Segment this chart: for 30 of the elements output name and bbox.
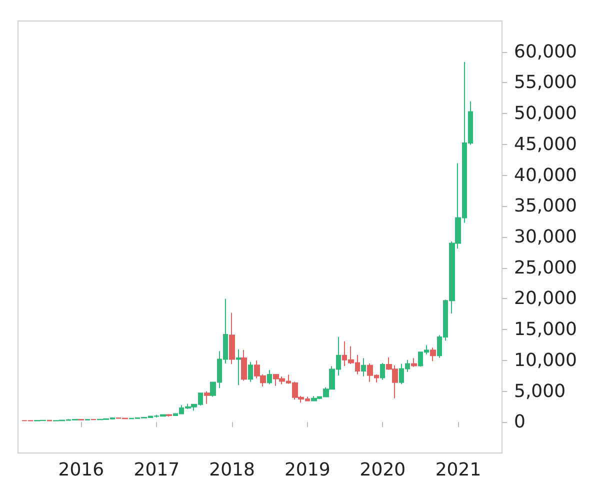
candlestick [361,358,366,377]
y-tick-label: 30,000 [514,226,577,248]
candlestick [204,390,210,404]
candlestick [166,414,172,418]
x-tick-label: 2020 [360,460,406,480]
y-tick-label: 20,000 [514,288,577,310]
x-tick-label: 2019 [284,460,330,480]
y-tick-label: 10,000 [514,350,577,371]
y-tick-label: 50,000 [514,103,577,124]
candlestick [236,348,241,386]
x-tick-label: 2016 [58,460,104,480]
y-tick-label: 60,000 [514,41,577,62]
y-tick-label: 45,000 [514,134,577,155]
y-tick-label: 15,000 [514,319,577,340]
y-tick-label: 5,000 [514,380,566,402]
y-tick-label: 40,000 [514,164,577,186]
y-tick-label: 35,000 [514,196,577,217]
candlestick [411,358,417,368]
candlestick [430,347,436,362]
candlestick [241,349,247,382]
x-tick-label: 2018 [209,460,255,480]
y-tick-label: 0 [514,412,526,433]
y-tick-label: 25,000 [514,257,577,278]
candlestick [380,362,385,380]
x-tick-label: 2017 [134,460,180,480]
x-tick-label: 2021 [435,460,482,480]
candlestick [248,361,253,382]
candlestick [267,369,272,385]
y-tick-label: 55,000 [514,72,577,94]
candlestick [229,312,235,365]
